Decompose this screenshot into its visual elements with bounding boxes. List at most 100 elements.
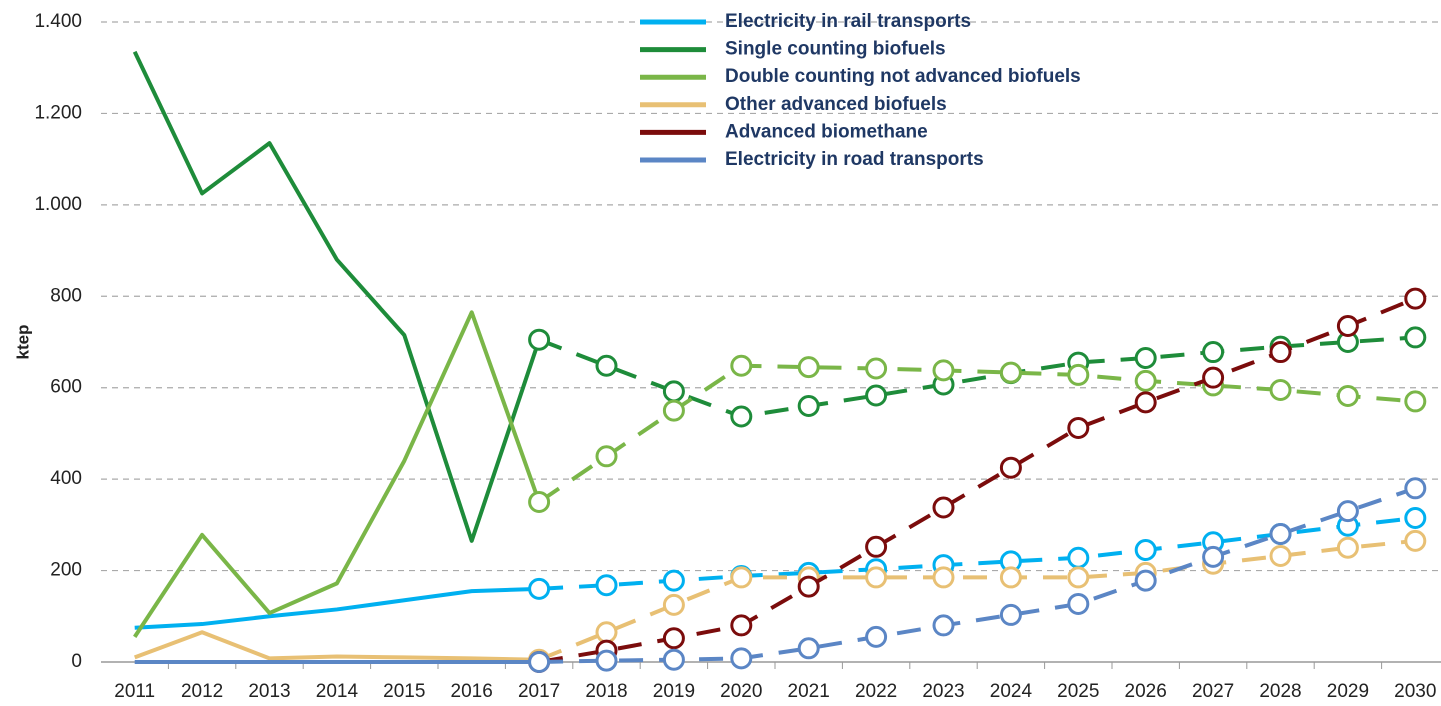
- marker: [1202, 545, 1225, 568]
- projection-line: [538, 516, 1416, 591]
- marker: [1336, 384, 1359, 407]
- marker: [1134, 391, 1157, 414]
- marker: [1134, 347, 1157, 369]
- marker: [1067, 566, 1090, 589]
- legend-label: Single counting biofuels: [725, 39, 946, 60]
- marker: [797, 575, 820, 598]
- marker: [865, 384, 888, 407]
- x-tick-label: 2012: [181, 681, 223, 702]
- marker: [1404, 507, 1427, 529]
- marker: [662, 627, 685, 650]
- marker: [730, 566, 753, 589]
- y-axis-label: ktep: [13, 325, 32, 360]
- marker: [1269, 523, 1292, 545]
- x-tick-label: 2029: [1327, 681, 1369, 702]
- y-tick-label: 1.000: [34, 194, 82, 215]
- history-line: [132, 50, 541, 543]
- marker: [1202, 341, 1225, 364]
- legend-label: Electricity in road transports: [725, 149, 984, 170]
- x-tick-label: 2026: [1125, 681, 1167, 702]
- history-line: [134, 586, 540, 630]
- marker: [1134, 569, 1157, 592]
- x-tick-label: 2020: [720, 681, 762, 702]
- x-tick-label: 2027: [1192, 681, 1234, 702]
- marker: [932, 496, 955, 519]
- marker: [730, 614, 753, 637]
- x-tick-label: 2028: [1259, 681, 1301, 702]
- marker: [1067, 363, 1090, 386]
- marker: [662, 648, 685, 671]
- marker: [1067, 546, 1090, 569]
- legend-label: Advanced biomethane: [725, 121, 928, 142]
- marker: [1269, 341, 1292, 364]
- marker: [1202, 366, 1225, 389]
- marker: [1404, 529, 1427, 552]
- x-tick-label: 2013: [248, 681, 290, 702]
- x-tick-label: 2030: [1394, 681, 1436, 702]
- y-tick-label: 600: [50, 377, 82, 398]
- marker: [797, 395, 820, 417]
- marker: [528, 491, 551, 513]
- projection-line: [537, 363, 1416, 504]
- x-tick-label: 2015: [383, 681, 425, 702]
- marker: [730, 647, 753, 670]
- marker: [1336, 500, 1359, 523]
- marker: [865, 535, 888, 558]
- marker: [662, 569, 685, 592]
- marker: [595, 354, 618, 377]
- x-tick-label: 2024: [990, 681, 1033, 702]
- x-tick-label: 2023: [922, 681, 964, 702]
- marker: [999, 456, 1022, 479]
- marker: [528, 577, 551, 600]
- marker: [730, 405, 753, 428]
- y-tick-label: 200: [50, 560, 82, 581]
- marker: [595, 574, 618, 597]
- x-tick-label: 2019: [653, 681, 695, 702]
- marker: [999, 603, 1022, 626]
- x-tick-label: 2022: [855, 681, 897, 702]
- marker: [1336, 315, 1359, 337]
- marker: [1067, 592, 1090, 615]
- y-tick-label: 1.200: [34, 102, 82, 123]
- x-tick-label: 2016: [451, 681, 493, 702]
- legend-label: Double counting not advanced biofuels: [725, 66, 1081, 87]
- marker: [1067, 416, 1090, 439]
- marker: [999, 361, 1022, 384]
- x-tick-label: 2025: [1057, 681, 1099, 702]
- history-line: [133, 310, 541, 638]
- x-tick-label: 2017: [518, 681, 560, 702]
- marker: [797, 637, 820, 660]
- x-tick-label: 2011: [114, 681, 155, 702]
- marker: [932, 566, 955, 589]
- projection-line: [538, 538, 1416, 662]
- marker: [662, 399, 685, 422]
- marker: [595, 445, 618, 468]
- y-tick-label: 0: [71, 651, 82, 672]
- marker: [662, 593, 685, 616]
- x-tick-label: 2014: [316, 681, 359, 702]
- legend-label: Other advanced biofuels: [725, 94, 947, 115]
- y-tick-label: 400: [50, 468, 82, 489]
- marker: [932, 614, 955, 637]
- marker: [797, 356, 820, 379]
- marker: [865, 625, 888, 648]
- marker: [662, 380, 685, 403]
- marker: [595, 621, 618, 644]
- marker: [1404, 287, 1427, 310]
- marker: [932, 359, 955, 382]
- marker: [865, 566, 888, 589]
- legend-label: Electricity in rail transports: [725, 11, 971, 32]
- marker: [528, 651, 551, 673]
- projection-line: [538, 296, 1417, 664]
- marker: [1134, 369, 1157, 392]
- marker: [1134, 539, 1157, 561]
- marker: [595, 649, 618, 672]
- x-tick-label: 2018: [585, 681, 627, 702]
- marker: [1404, 390, 1427, 413]
- marker: [528, 328, 551, 351]
- marker: [1269, 379, 1292, 401]
- x-tick-label: 2021: [788, 681, 830, 702]
- y-tick-label: 1.400: [34, 11, 82, 32]
- history-line: [134, 630, 540, 662]
